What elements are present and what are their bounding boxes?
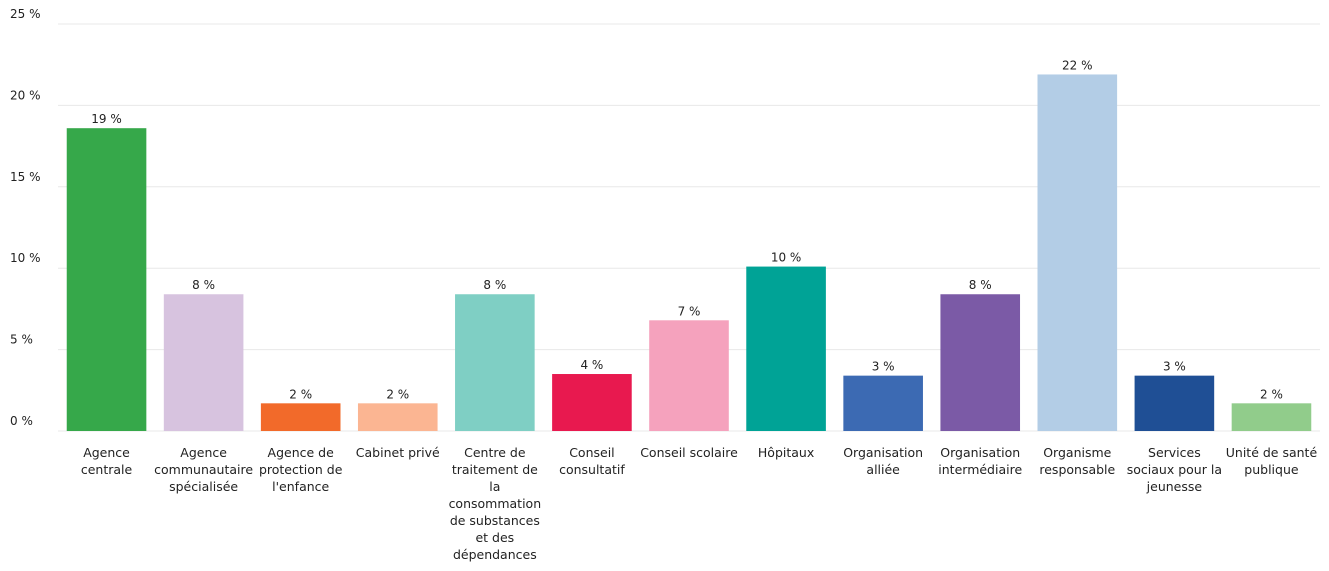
value-label: 8 % [969,278,992,292]
value-label: 3 % [872,360,895,374]
value-label: 3 % [1163,360,1186,374]
y-tick-label: 0 % [10,414,33,428]
value-label: 22 % [1062,58,1093,72]
y-tick-label: 20 % [10,88,41,102]
bar [1134,375,1215,431]
x-tick-label: Agence communautaire spécialisée [154,445,254,494]
bar [552,374,632,431]
value-label: 2 % [386,387,409,401]
value-label: 19 % [91,112,122,126]
x-tick-label: Services sociaux pour la jeunesse [1126,445,1222,494]
bar [455,294,535,431]
bar [649,320,729,431]
bar [1037,74,1118,431]
x-tick-label: Organisation intermédiaire [938,445,1023,477]
value-label: 10 % [771,251,802,265]
value-label: 4 % [580,358,603,372]
bar [357,403,438,431]
x-tick-label: Cabinet privé [355,445,440,460]
x-tick-label: Organisme responsable [1039,445,1116,477]
x-tick-label: Organisation alliée [843,445,924,477]
value-label: 8 % [483,278,506,292]
x-tick-label: Centre de traitement de la consommation … [448,445,542,562]
value-label: 2 % [1260,387,1283,401]
bar [843,375,923,431]
y-tick-label: 5 % [10,333,33,347]
bar [1231,403,1312,431]
y-tick-label: 15 % [10,170,41,184]
x-tick-label: Agence de protection de l'enfance [258,445,343,494]
bar [163,294,244,431]
x-tick-label: Conseil consultatif [559,445,625,477]
y-tick-label: 10 % [10,251,41,265]
value-label: 2 % [289,387,312,401]
x-tick-label: Agence centrale [80,445,133,477]
bar [746,266,826,431]
bar [940,294,1021,431]
value-label: 8 % [192,278,215,292]
value-label: 7 % [678,304,701,318]
x-tick-label: Unité de santé publique [1225,445,1318,477]
y-tick-label: 25 % [10,7,41,21]
bar [66,128,147,431]
bar [260,403,341,431]
x-tick-label: Conseil scolaire [640,445,738,460]
x-tick-label: Hôpitaux [757,445,815,460]
